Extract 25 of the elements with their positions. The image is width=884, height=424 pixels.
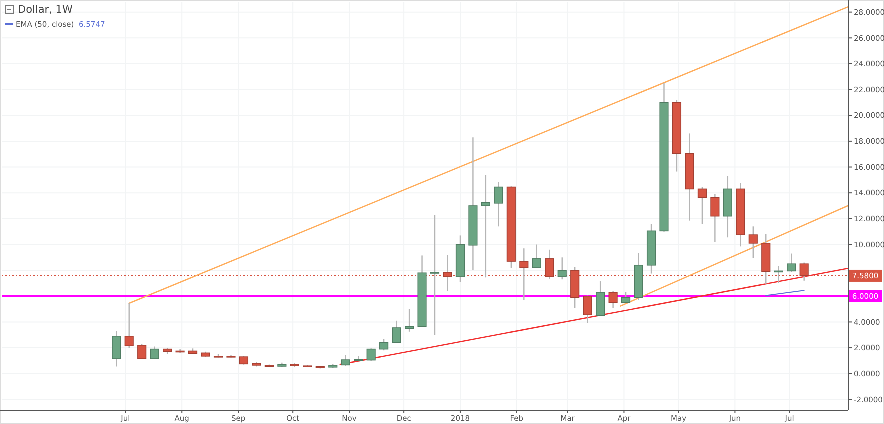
candlestick	[608, 290, 618, 309]
candlestick	[124, 302, 134, 349]
candlestick	[787, 253, 796, 274]
candlestick	[404, 308, 414, 332]
candlestick	[481, 174, 490, 278]
candlestick	[138, 344, 147, 360]
candlestick	[532, 244, 542, 269]
candlestick	[748, 226, 758, 259]
candlestick	[430, 214, 440, 336]
candlestick	[710, 194, 720, 243]
candlestick	[150, 346, 160, 360]
candlestick	[622, 292, 631, 304]
candlestick	[558, 257, 567, 280]
candlestick	[583, 295, 592, 324]
candlestick	[392, 320, 402, 344]
candlestick	[520, 248, 529, 301]
chart-title: Dollar, 1W	[18, 4, 74, 16]
candlestick	[698, 186, 707, 225]
candlestick	[366, 348, 376, 362]
candlestick	[494, 182, 504, 228]
candlestick	[800, 262, 809, 282]
candlestick	[596, 280, 606, 316]
candlestick	[380, 338, 389, 352]
candlestick	[112, 330, 122, 368]
candlestick	[341, 354, 350, 367]
